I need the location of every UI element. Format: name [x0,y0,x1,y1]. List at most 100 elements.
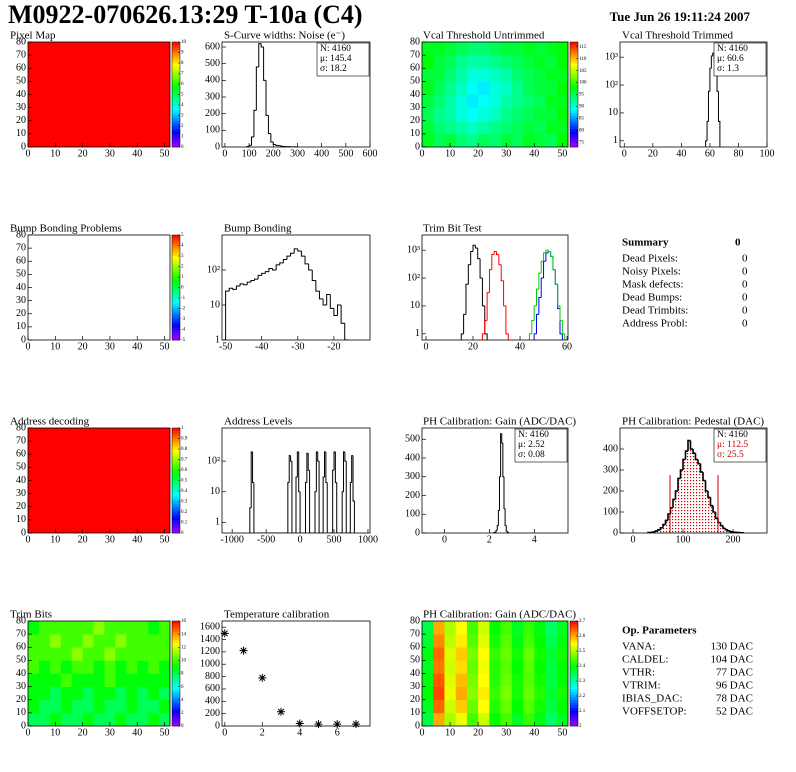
colorbar-strip [570,668,578,672]
histogram-bin [486,292,490,321]
colorbar-strip [570,97,578,101]
histogram-fill [673,499,676,533]
heatmap-cell [545,133,558,147]
y-tick-label: 40 [410,89,420,100]
heatmap-cell [545,699,558,714]
heatmap-cell [466,68,479,82]
y-tick-label: 100 [405,509,420,520]
colorbar-strip [570,57,578,61]
heatmap-cell [422,621,434,635]
heatmap-cell [455,107,468,122]
x-tick-label: 40 [132,148,142,159]
heatmap-cell [534,634,546,648]
heatmap-cell [126,634,138,648]
x-tick-label: 20 [468,341,478,352]
heatmap-cell [545,81,558,95]
histogram-bin [682,458,686,470]
colorbar-strip [172,655,180,659]
colorbar-strip [570,636,578,640]
histogram-bin [488,269,492,293]
y-tick-label: 0 [215,720,220,731]
panel: Trim Bit Test 0 20 40 60 1 10 10² 10³ [407,223,572,353]
y-tick-label: 0 [415,141,420,152]
histogram-bin [317,451,320,462]
y-tick-label: 400 [205,696,220,707]
histogram-bin [334,451,337,483]
histogram-bin [228,287,233,292]
heatmap-cell [82,621,94,635]
colorbar-strip [570,623,578,627]
colorbar-strip [570,107,578,111]
histogram-fill [700,472,703,533]
colorbar-strip [570,676,578,680]
colorbar-strip [570,639,578,643]
histogram-bin [251,136,254,146]
y-tick-label: 400 [603,443,618,454]
y-tick-label: 20 [410,115,420,126]
colorbar-strip [172,522,180,526]
colorbar-strip [570,691,578,695]
heatmap-cell [49,634,62,648]
parameter-value: 104 DAC [711,654,753,666]
colorbar-tick-label: 2 [181,124,184,129]
colorbar-strip [172,530,180,534]
heatmap-cell [28,428,170,533]
heatmap-cell [422,686,434,701]
histogram-bin [531,320,535,334]
x-tick-label: 30 [105,534,115,545]
histogram-bin [318,461,321,533]
histogram-bin [699,463,703,473]
y-tick-label: 80 [16,229,26,240]
y-tick-label: 10² [207,264,220,275]
x-tick-label: 60 [705,148,715,159]
heatmap-cell [433,647,445,661]
scatter-point [351,720,360,729]
colorbar-strip [570,715,578,719]
colorbar-strip [172,459,180,463]
colorbar-tick-label: 14 [181,632,187,637]
y-tick-label: 80 [16,615,26,626]
heatmap-cell [137,647,149,661]
heatmap-cell [60,647,72,661]
colorbar-tick-label: 6 [181,82,184,87]
colorbar-strip [172,631,180,635]
x-tick-label: 40 [676,148,686,159]
heatmap-cell [556,699,568,714]
heatmap-cell [115,712,127,726]
colorbar-strip [570,631,578,635]
colorbar-strip [172,81,180,85]
colorbar-strip [172,258,180,262]
y-tick-label: 200 [205,108,220,119]
heatmap-cell [478,107,490,122]
histogram-bin [246,281,251,285]
colorbar-tick-label: 0.9 [181,437,188,442]
summary-title: Summary [622,237,669,249]
heatmap-cell [115,660,127,674]
stats-line: μ: 112.5 [717,440,748,450]
heatmap-cell [60,673,72,687]
histogram-bin [225,290,230,340]
heatmap-cell [455,621,468,635]
y-tick-label: 70 [410,628,420,639]
histogram-bin [692,449,696,454]
colorbar-strip [172,684,180,687]
histogram-bin [540,277,544,298]
colorbar-strip [172,435,180,439]
panel-title: Trim Bit Test [423,223,482,235]
colorbar-tick-label: -2 [181,307,186,312]
heatmap-cell [38,673,51,687]
heatmap-cell [489,55,501,69]
colorbar-strip [570,105,578,108]
heatmap-cell [466,634,479,648]
panel-title: PH Calibration: Pedestal (DAC) [622,416,764,428]
histogram-bin [545,249,549,253]
colorbar-strip [172,699,180,703]
colorbar-strip [172,253,180,257]
panel-title: PH Calibration: Gain (ADC/DAC) [423,416,576,428]
heatmap-cell [148,647,160,661]
y-tick-label: 60 [16,256,26,267]
histogram-bin [474,245,478,249]
heatmap-cell [523,686,535,701]
heatmap-cell [104,712,116,726]
